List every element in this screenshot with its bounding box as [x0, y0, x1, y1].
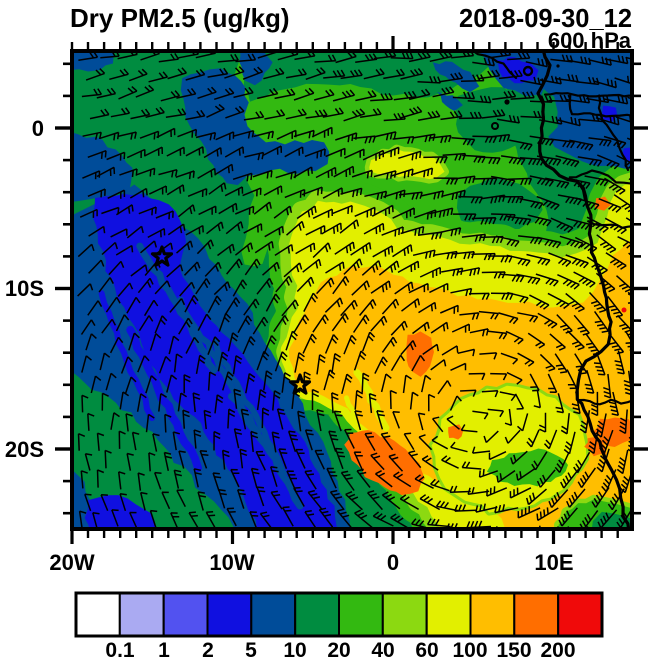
svg-text:0: 0	[32, 116, 44, 141]
svg-text:60: 60	[415, 639, 438, 662]
svg-text:10S: 10S	[5, 276, 44, 301]
svg-text:Dry PM2.5 (ug/kg): Dry PM2.5 (ug/kg)	[70, 3, 290, 33]
svg-text:20S: 20S	[5, 437, 44, 462]
svg-text:10: 10	[283, 639, 306, 662]
svg-text:5: 5	[245, 639, 257, 662]
svg-text:40: 40	[371, 639, 394, 662]
svg-text:10W: 10W	[209, 550, 254, 575]
svg-text:20W: 20W	[49, 550, 94, 575]
svg-text:2: 2	[202, 639, 214, 662]
svg-text:1: 1	[158, 639, 170, 662]
svg-text:2018-09-30_12: 2018-09-30_12	[459, 5, 632, 33]
svg-text:200: 200	[540, 639, 575, 662]
svg-text:0.1: 0.1	[105, 639, 135, 662]
svg-text:150: 150	[496, 639, 531, 662]
svg-text:20: 20	[327, 639, 350, 662]
svg-text:0: 0	[387, 550, 399, 575]
svg-text:100: 100	[452, 639, 487, 662]
svg-text:600 hPa: 600 hPa	[548, 28, 632, 53]
svg-text:10E: 10E	[534, 550, 573, 575]
